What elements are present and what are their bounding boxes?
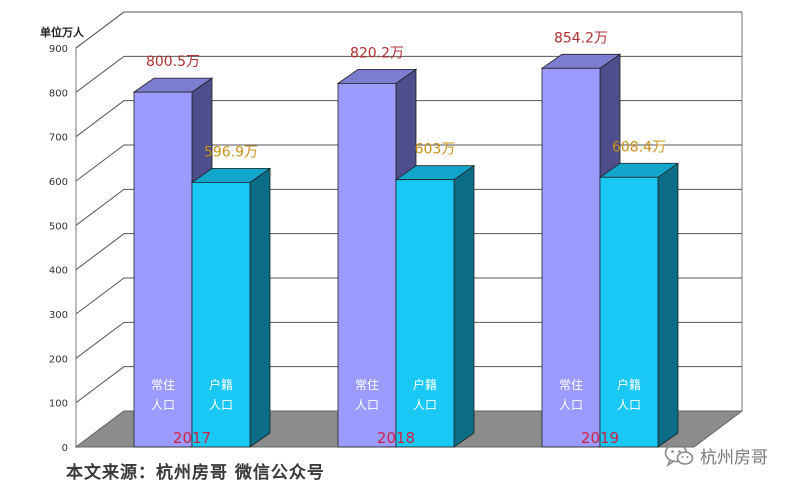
y-tick-label: 500 [49,221,68,232]
bar-front-face [395,179,455,448]
in-bar-label-line: 常住 [355,378,379,392]
grid-line-900 [75,11,742,49]
in-bar-label: 常住人口 [151,378,175,412]
grid-line-500 [75,188,742,226]
y-tick-labels: 0 100 200 300 400 500 600 700 800 900 [49,44,68,454]
bar-front-face [133,91,193,448]
data-label: 800.5万 [146,54,200,70]
grid-line-100 [75,366,742,404]
bar-front-face [599,176,659,448]
in-bar-label-line: 人口 [559,398,583,412]
bar-front-face [337,82,397,448]
y-tick-label: 200 [49,354,68,365]
data-label: 608.4万 [612,139,666,155]
in-bar-label: 户籍人口 [209,377,233,412]
x-category-label: 2017 [173,429,211,447]
in-bar-label-line: 人口 [209,398,233,412]
in-bar-label: 常住人口 [559,378,583,412]
bars: 800.5万常住人口820.2万常住人口854.2万常住人口596.9万户籍人口… [132,30,680,448]
in-bar-label: 户籍人口 [617,377,641,412]
in-bar-label: 常住人口 [355,378,379,412]
in-bar-label-line: 户籍 [209,377,233,392]
footer-source-text: 本文来源：杭州房哥 微信公众号 [66,463,325,483]
y-tick-label: 900 [49,44,68,55]
y-tick-label: 400 [49,266,68,277]
y-tick-label: 300 [49,310,68,321]
data-label: 820.2万 [350,45,404,61]
in-bar-label-line: 户籍 [413,377,437,392]
grid-line-400 [75,233,742,271]
in-bar-label-line: 人口 [617,398,641,412]
bar-side-face [453,164,475,448]
bar-side-face [249,167,271,448]
x-category-label: 2018 [377,429,415,447]
in-bar-label-line: 人口 [413,398,437,412]
watermark-text: 杭州房哥 [700,447,768,468]
grid-line-300 [75,277,742,315]
data-label: 603万 [415,142,456,158]
bar-side-face [657,162,679,448]
watermark: 杭州房哥 [664,442,768,468]
grid-line-800 [75,55,742,93]
y-tick-label: 800 [49,88,68,99]
in-bar-label: 户籍人口 [413,377,437,412]
y-tick-label: 600 [49,177,68,188]
bar-front-face [541,67,601,448]
in-bar-label-line: 人口 [355,398,379,412]
bar-front-face [191,181,251,448]
y-tick-label: 700 [49,133,68,144]
y-tick-label: 100 [49,399,68,410]
in-bar-label-line: 人口 [151,398,175,412]
grid-line-200 [75,321,742,359]
grid-line-600 [75,144,742,182]
grid-line-700 [75,100,742,138]
y-tick-label: 0 [62,443,68,454]
y-axis-label: 单位万人 [40,25,85,39]
data-label: 596.9万 [204,144,258,160]
in-bar-label-line: 常住 [559,378,583,392]
in-bar-label-line: 常住 [151,378,175,392]
data-label: 854.2万 [554,30,608,46]
x-category-label: 2019 [581,429,619,447]
wechat-icon [664,443,694,468]
in-bar-label-line: 户籍 [617,377,641,392]
